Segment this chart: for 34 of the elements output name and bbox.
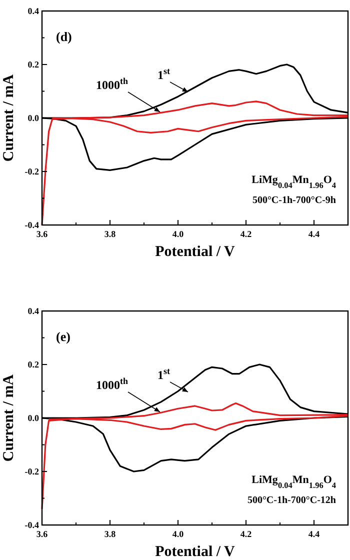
- y-tick-label: 0.4: [28, 306, 40, 316]
- x-tick-label: 4.0: [172, 229, 184, 239]
- x-tick-label: 4.4: [308, 529, 320, 539]
- annotation: LiMg$_{0.04}$Mn$_{1.96}$O$_{4}$: [252, 474, 336, 490]
- x-tick-label: 4.2: [240, 229, 252, 239]
- text: (e): [56, 329, 70, 344]
- x-tick-label: 4.0: [172, 529, 184, 539]
- y-tick-label: 0.0: [28, 113, 40, 123]
- annotation: 1$^{st}$: [158, 66, 170, 82]
- y-axis-title: Current / mA: [1, 74, 17, 162]
- y-axis-title: Current / mA: [1, 374, 17, 462]
- y-tick-label: 0.2: [28, 360, 40, 370]
- x-tick-label: 4.2: [240, 529, 252, 539]
- x-tick-label: 4.4: [308, 229, 320, 239]
- x-tick-label: 3.8: [104, 529, 116, 539]
- y-tick-label: 0.4: [28, 6, 40, 16]
- y-tick-label: 0.2: [28, 60, 40, 70]
- y-tick-label: -0.2: [24, 466, 40, 476]
- annotation: LiMg$_{0.04}$Mn$_{1.96}$O$_{4}$: [252, 174, 336, 190]
- annotation: 1$^{st}$: [158, 366, 170, 382]
- y-tick-label: -0.4: [24, 220, 40, 230]
- x-tick-label: 3.6: [36, 229, 48, 239]
- y-tick-label: -0.4: [24, 520, 40, 530]
- annotation: 500°C-1h-700°C-9h: [252, 195, 336, 206]
- x-tick-label: 3.8: [104, 229, 116, 239]
- annotation: 1000$^{th}$: [96, 76, 128, 92]
- y-tick-label: -0.2: [24, 166, 40, 176]
- x-axis-title: Potential / V: [155, 544, 236, 560]
- text: (d): [56, 29, 72, 44]
- y-tick-label: 0.0: [28, 413, 40, 423]
- annotation: 500°C-1h-700°C-12h: [247, 495, 336, 506]
- x-axis-title: Potential / V: [155, 244, 236, 260]
- annotation: 1000$^{th}$: [96, 376, 128, 392]
- x-tick-label: 3.6: [36, 529, 48, 539]
